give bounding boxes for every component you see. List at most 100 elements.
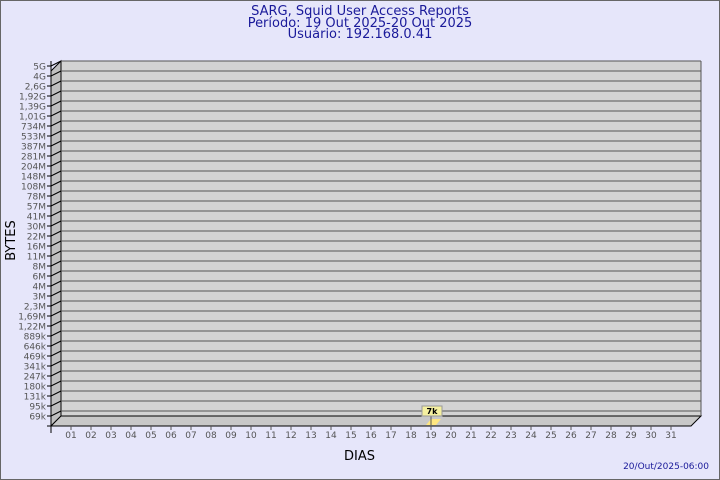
x-tick-label: 23 (505, 431, 516, 441)
x-tick-label: 08 (205, 431, 217, 441)
y-tick-label: 95k (29, 403, 46, 413)
x-tick-label: 14 (325, 431, 337, 441)
x-tick-label: 02 (85, 431, 96, 441)
y-tick-diag (50, 180, 62, 187)
y-tick-label: 8M (33, 263, 47, 273)
y-tick-label: 1,69M (18, 313, 46, 323)
y-tick-label: 1,22M (18, 323, 46, 333)
y-tick-label: 41M (27, 213, 46, 223)
x-tick-label: 28 (605, 431, 617, 441)
x-tick-label: 16 (365, 431, 377, 441)
y-tick-diag (50, 290, 62, 297)
y-tick-label: 108M (21, 183, 46, 193)
y-tick-diag (50, 150, 62, 157)
footer-timestamp: 20/Out/2025-06:00 (623, 462, 709, 472)
x-tick-label: 09 (225, 431, 237, 441)
y-tick-label: 734M (21, 123, 46, 133)
y-tick-diag (50, 320, 62, 327)
y-tick-label: 247k (24, 373, 47, 383)
y-tick-diag (50, 270, 62, 277)
y-axis-label: BYTES (3, 220, 19, 261)
y-tick-diag (50, 130, 62, 137)
x-tick-label: 22 (485, 431, 496, 441)
y-tick-diag (50, 60, 62, 67)
y-tick-diag (50, 80, 62, 87)
bar-data-label: 7k (427, 407, 439, 416)
y-tick-diag (50, 300, 62, 307)
x-tick-label: 21 (465, 431, 476, 441)
y-tick-label: 4G (33, 73, 46, 83)
x-tick-label: 06 (165, 431, 177, 441)
y-tick-label: 1,39G (19, 103, 46, 113)
y-tick-label: 4M (33, 283, 47, 293)
y-tick-diag (50, 100, 62, 107)
y-tick-diag (50, 260, 62, 267)
x-tick-label: 05 (145, 431, 156, 441)
x-tick-label: 19 (425, 431, 437, 441)
y-tick-diag (50, 70, 62, 77)
x-tick-label: 29 (625, 431, 637, 441)
x-tick-label: 27 (585, 431, 596, 441)
chart-title: SARG, Squid User Access Reports (251, 4, 469, 19)
x-axis-label: DIAS (344, 449, 375, 464)
y-tick-diag (50, 230, 62, 237)
y-tick-label: 57M (27, 203, 46, 213)
y-tick-label: 78M (27, 193, 46, 203)
x-tick-label: 30 (645, 431, 657, 441)
y-tick-diag (50, 280, 62, 287)
x-tick-label: 31 (665, 431, 676, 441)
chart-user: Usuário: 192.168.0.41 (287, 27, 433, 42)
x-tick-label: 07 (185, 431, 196, 441)
y-tick-diag (50, 250, 62, 257)
y-tick-diag (50, 400, 62, 407)
x-tick-label: 10 (245, 431, 257, 441)
y-tick-label: 1,01G (19, 113, 46, 123)
x-tick-label: 01 (65, 431, 76, 441)
y-tick-diag (50, 110, 62, 117)
x-tick-label: 15 (345, 431, 356, 441)
y-tick-label: 533M (21, 133, 46, 143)
y-tick-diag (50, 410, 62, 417)
y-tick-label: 22M (27, 233, 46, 243)
x-tick-label: 25 (545, 431, 556, 441)
y-tick-diag (50, 120, 62, 127)
y-tick-diag (50, 370, 62, 377)
y-tick-diag (50, 240, 62, 247)
y-tick-diag (50, 200, 62, 207)
y-tick-label: 387M (21, 143, 46, 153)
y-tick-label: 3M (33, 293, 47, 303)
x-tick-label: 26 (565, 431, 577, 441)
y-tick-label: 69k (29, 413, 46, 423)
plot-area (51, 61, 701, 426)
bar-label-box (421, 405, 443, 417)
y-tick-diag (50, 340, 62, 347)
x-tick-label: 04 (125, 431, 137, 441)
y-tick-label: 11M (27, 253, 46, 263)
y-tick-diag (50, 190, 62, 197)
y-tick-diag (50, 90, 62, 97)
x-tick-label: 11 (265, 431, 276, 441)
y-tick-label: 180k (24, 383, 47, 393)
y-tick-diag (50, 210, 62, 217)
y-tick-diag (50, 360, 62, 367)
y-tick-label: 5G (33, 63, 46, 73)
bar-day-19 (426, 419, 441, 425)
x-tick-label: 17 (385, 431, 396, 441)
y-tick-label: 889k (24, 333, 47, 343)
y-tick-label: 646k (24, 343, 47, 353)
y-tick-diag (50, 170, 62, 177)
y-tick-diag (50, 310, 62, 317)
y-tick-label: 204M (21, 163, 46, 173)
y-tick-label: 30M (27, 223, 46, 233)
y-tick-diag (50, 160, 62, 167)
y-tick-label: 16M (27, 243, 46, 253)
y-tick-label: 148M (21, 173, 46, 183)
x-tick-label: 13 (305, 431, 316, 441)
x-tick-label: 03 (105, 431, 116, 441)
y-tick-label: 2,3M (24, 303, 46, 313)
x-tick-label: 20 (445, 431, 457, 441)
y-tick-label: 2,6G (25, 83, 46, 93)
chart-period: Período: 19 Out 2025-20 Out 2025 (247, 16, 473, 31)
